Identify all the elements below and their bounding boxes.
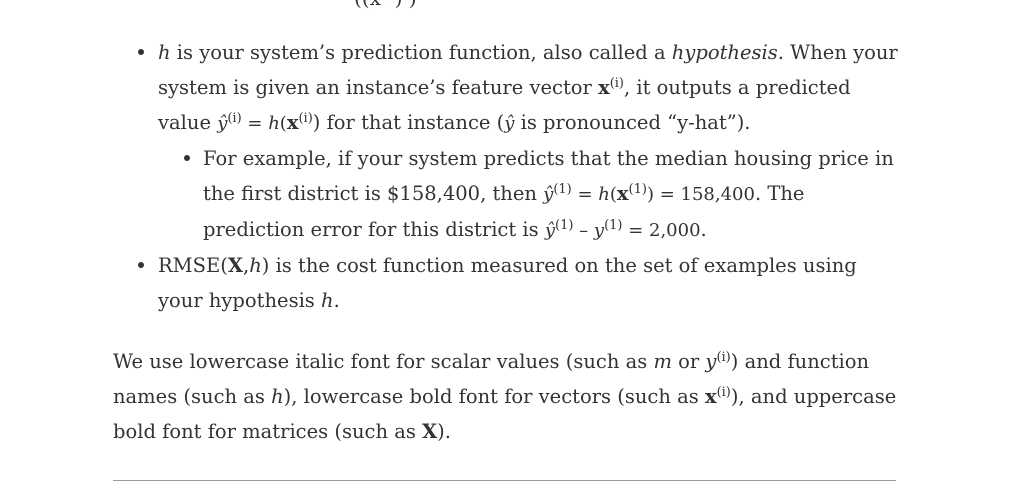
bullet-example: For example, if your system predicts tha… [184, 141, 898, 248]
definition-list: h is your system’s prediction function, … [138, 35, 898, 318]
bullet-hypothesis: h is your system’s prediction function, … [138, 35, 898, 248]
vector-x: x [598, 76, 610, 99]
notation-paragraph: We use lowercase italic font for scalar … [113, 350, 897, 443]
term-hypothesis: hypothesis [671, 41, 778, 64]
var-h: h [158, 41, 171, 64]
cutoff-formula-fragment: ((x⁽ⁱ⁾) ) [354, 0, 417, 10]
y-hat: ŷ [217, 113, 228, 134]
example-sublist: For example, if your system predicts tha… [184, 141, 898, 248]
section-divider [113, 480, 896, 481]
bullet-rmse: RMSE(X,h) is the cost function measured … [138, 248, 898, 318]
